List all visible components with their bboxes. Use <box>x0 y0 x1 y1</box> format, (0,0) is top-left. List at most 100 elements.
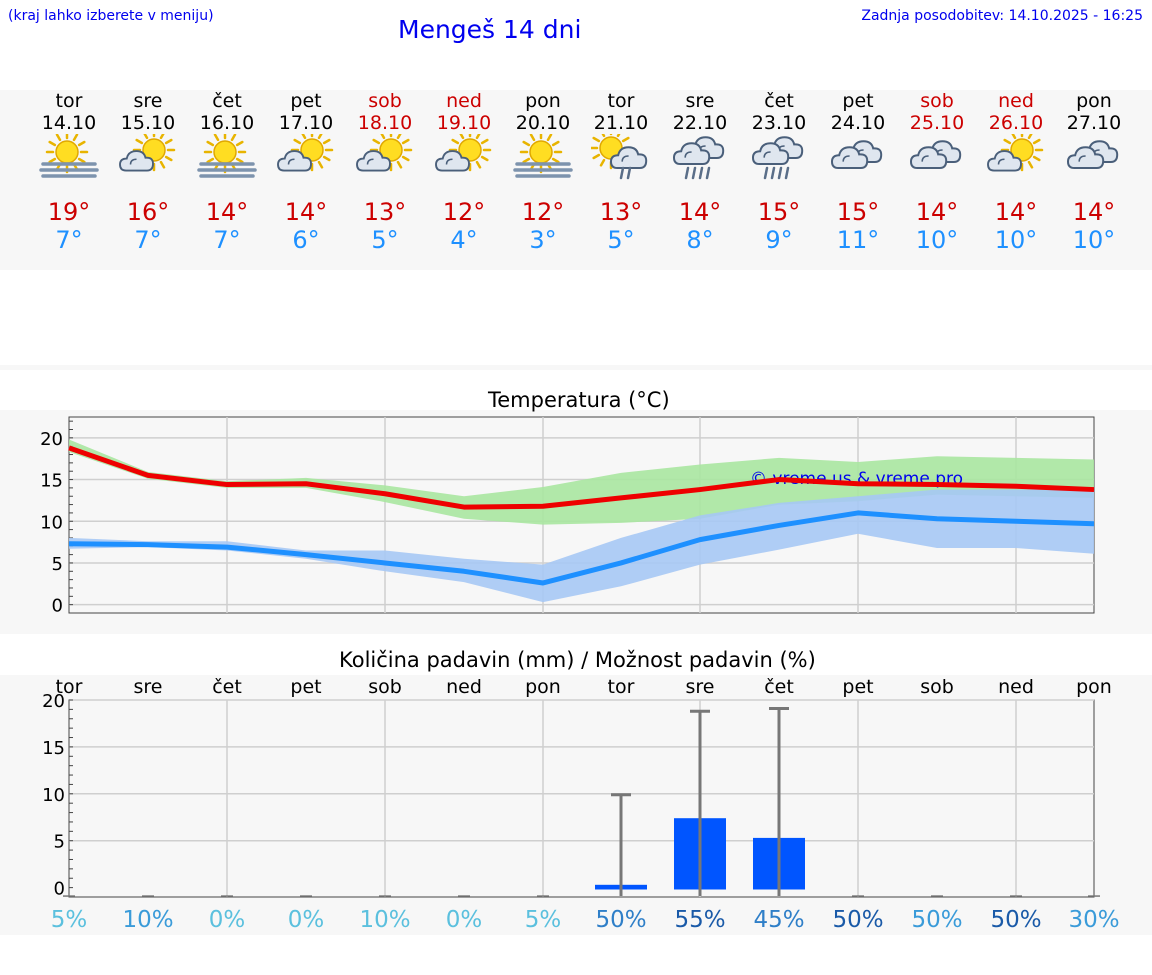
cloudy-icon <box>830 140 883 170</box>
temp-min: 10° <box>1072 226 1116 254</box>
y-tick-label: 10 <box>42 785 65 806</box>
day-column: sob 18.10 13° 5° <box>346 90 424 254</box>
partly-cloudy-icon <box>987 134 1044 172</box>
day-date: 27.10 <box>1066 112 1122 134</box>
temp-min: 5° <box>607 226 635 254</box>
temp-min: 5° <box>371 226 399 254</box>
day-date: 23.10 <box>751 112 807 134</box>
temp-max: 19° <box>47 198 91 226</box>
precip-probability: 50% <box>595 907 646 933</box>
day-column: pon 20.10 12° 3° <box>504 90 582 254</box>
partly-cloudy-icon <box>356 134 413 172</box>
day-date: 17.10 <box>278 112 334 134</box>
x-category-label: sob <box>368 676 402 698</box>
day-column: ned 26.10 14° 10° <box>977 90 1055 254</box>
temp-min: 9° <box>765 226 793 254</box>
day-column: pet 24.10 15° 11° <box>819 90 897 254</box>
precipitation-chart-panel: Količina padavin (mm) / Možnost padavin … <box>0 648 1152 935</box>
day-date: 18.10 <box>357 112 413 134</box>
last-updated: Zadnja posodobitev: 14.10.2025 - 16:25 <box>861 8 1143 24</box>
y-tick-label: 15 <box>42 738 65 759</box>
x-category-label: čet <box>764 676 794 698</box>
x-category-label: pon <box>525 676 561 698</box>
day-date: 25.10 <box>909 112 965 134</box>
min-temp-line <box>68 510 1095 586</box>
day-name: čet <box>212 90 242 112</box>
y-tick-label: 0 <box>54 879 65 900</box>
day-date: 15.10 <box>120 112 176 134</box>
temp-max: 15° <box>757 198 801 226</box>
partly-cloudy-icon <box>435 134 492 172</box>
day-column: ned 19.10 12° 4° <box>425 90 503 254</box>
day-column: sre 22.10 14° 8° <box>661 90 739 254</box>
y-tick-label: 5 <box>52 554 63 575</box>
sun-fog-icon <box>197 134 257 178</box>
day-name: pet <box>842 90 874 112</box>
day-date: 24.10 <box>830 112 886 134</box>
day-date: 21.10 <box>593 112 649 134</box>
temp-max: 12° <box>521 198 565 226</box>
day-column: pet 17.10 14° 6° <box>267 90 345 254</box>
day-column: sob 25.10 14° 10° <box>898 90 976 254</box>
sun-fog-icon <box>513 134 573 178</box>
temp-max: 14° <box>205 198 249 226</box>
section-divider <box>0 365 1152 370</box>
day-date: 16.10 <box>199 112 255 134</box>
precip-probability: 50% <box>990 907 1041 933</box>
precip-probability: 10% <box>359 907 410 933</box>
y-tick-label: 0 <box>52 596 63 617</box>
y-tick-label: 15 <box>40 471 63 492</box>
precip-probability: 55% <box>674 907 725 933</box>
cloudy-icon <box>909 140 962 170</box>
max-temp-band <box>69 439 1094 525</box>
precip-probability: 5% <box>525 907 562 933</box>
temp-max: 14° <box>994 198 1038 226</box>
temp-max: 14° <box>1072 198 1116 226</box>
precip-probability: 45% <box>753 907 804 933</box>
x-category-label: sre <box>134 676 163 698</box>
day-name: sre <box>685 90 715 112</box>
x-category-label: pon <box>1076 676 1112 698</box>
y-tick-label: 5 <box>54 832 65 853</box>
temp-min: 7° <box>213 226 241 254</box>
cloudy-icon <box>1066 140 1119 170</box>
day-name: ned <box>998 90 1034 112</box>
partly-cloudy-icon <box>277 134 334 172</box>
sun-fog-icon <box>39 134 99 178</box>
x-category-label: ned <box>446 676 482 698</box>
day-name: pon <box>525 90 561 112</box>
x-category-label: čet <box>212 676 242 698</box>
location-hint: (kraj lahko izberete v meniju) <box>8 8 214 24</box>
day-name: sob <box>920 90 954 112</box>
precip-probability: 0% <box>446 907 483 933</box>
day-column: tor 21.10 13° 5° <box>582 90 660 254</box>
temp-max: 14° <box>284 198 328 226</box>
plot-area <box>68 699 1095 898</box>
day-name: sre <box>133 90 163 112</box>
precip-probability: 50% <box>832 907 883 933</box>
day-name: sob <box>368 90 402 112</box>
x-category-label: ned <box>998 676 1034 698</box>
temp-min: 10° <box>915 226 959 254</box>
x-category-label: sob <box>920 676 954 698</box>
y-tick-label: 20 <box>40 429 63 450</box>
precip-probability: 5% <box>51 907 88 933</box>
temp-max: 14° <box>678 198 722 226</box>
day-date: 19.10 <box>436 112 492 134</box>
precip-probability: 0% <box>288 907 325 933</box>
temp-min: 7° <box>55 226 83 254</box>
temp-max: 13° <box>363 198 407 226</box>
x-category-label: sre <box>686 676 715 698</box>
precip-probability: 30% <box>1068 907 1119 933</box>
temperature-chart-panel: Temperatura (°C) 0 5 10 15 20 © vreme.us & vr… <box>0 388 1152 634</box>
temp-min: 6° <box>292 226 320 254</box>
day-column: sre 15.10 16° 7° <box>109 90 187 254</box>
temp-min: 10° <box>994 226 1038 254</box>
day-column: tor 14.10 19° 7° <box>30 90 108 254</box>
temp-min: 4° <box>450 226 478 254</box>
partly-cloudy-icon <box>119 134 176 172</box>
day-date: 20.10 <box>515 112 571 134</box>
day-name: tor <box>607 90 635 112</box>
cloud-rain-icon <box>751 136 804 180</box>
